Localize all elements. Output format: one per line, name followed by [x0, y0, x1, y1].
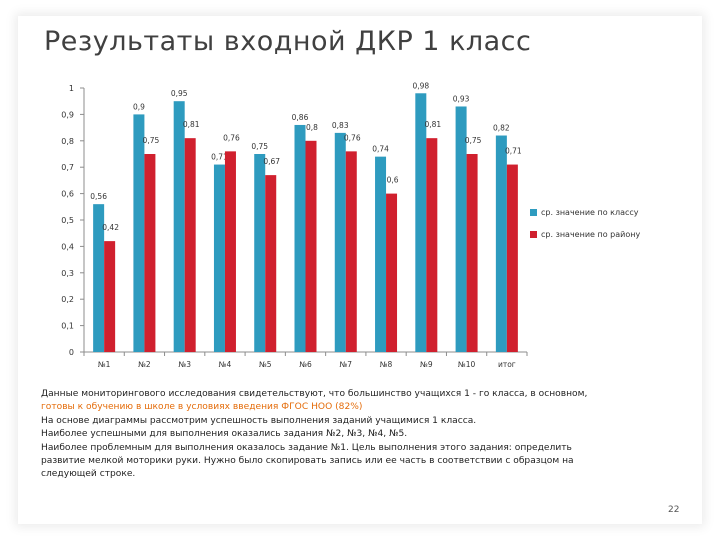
- bar-class: [415, 93, 427, 352]
- data-label: 0,75: [143, 136, 160, 145]
- x-tick-label: №10: [458, 360, 476, 369]
- slide-title: Результаты входной ДКР 1 класс: [44, 26, 532, 57]
- bar-class: [254, 154, 266, 352]
- text-line-5: развитие мелкой моторики руки. Нужно был…: [41, 456, 574, 467]
- bar-class: [133, 114, 145, 353]
- data-label: 0,76: [223, 133, 240, 142]
- x-tick-label: №1: [98, 360, 111, 369]
- data-label: 0,74: [372, 145, 389, 154]
- x-tick-label: №7: [339, 360, 352, 369]
- data-label: 0,71: [505, 147, 522, 156]
- data-label: 0,81: [424, 120, 441, 129]
- y-tick-label: 0,8: [61, 137, 74, 146]
- bar-class: [213, 164, 225, 352]
- x-tick-label: №8: [380, 360, 393, 369]
- x-tick-label: №4: [219, 360, 232, 369]
- bar-district: [506, 164, 518, 352]
- legend-swatch-class: [530, 209, 537, 216]
- data-label: 0,71: [211, 153, 228, 162]
- bar-class: [455, 106, 467, 352]
- x-tick-label: №9: [420, 360, 433, 369]
- slide-number: 22: [668, 505, 680, 515]
- data-label: 0,83: [332, 121, 349, 130]
- text-line-1: Данные мониторингового исследования свид…: [41, 389, 588, 399]
- text-line-3: Наиболее успешными для выполнения оказал…: [41, 429, 408, 440]
- bar-district: [144, 154, 156, 352]
- bar-class: [93, 204, 105, 352]
- y-tick-label: 0,1: [61, 322, 74, 331]
- data-label: 0,98: [412, 81, 429, 90]
- text-line-1-highlight: готовы к обучению в школе в условиях вве…: [41, 402, 363, 413]
- legend-swatch-district: [530, 231, 537, 238]
- bar-class: [495, 135, 507, 352]
- bar-district: [386, 193, 398, 352]
- bar-district: [466, 154, 478, 352]
- x-tick-label: №6: [299, 360, 312, 369]
- y-tick-label: 0: [69, 348, 74, 357]
- data-label: 0,8: [306, 123, 318, 132]
- slide-background: [18, 16, 702, 524]
- x-tick-label: №3: [178, 360, 191, 369]
- x-tick-label: итог: [498, 360, 516, 369]
- bar-class: [173, 101, 185, 352]
- data-label: 0,9: [133, 102, 145, 111]
- bar-district: [184, 138, 196, 352]
- data-label: 0,93: [453, 94, 470, 103]
- data-label: 0,42: [102, 223, 119, 232]
- data-label: 0,56: [90, 192, 107, 201]
- bar-district: [345, 151, 357, 352]
- y-tick-label: 0,6: [61, 190, 74, 199]
- bar-district: [426, 138, 438, 352]
- data-label: 0,6: [387, 176, 399, 185]
- y-tick-label: 1: [69, 84, 74, 93]
- text-line-4: Наиболее проблемным для выполнения оказа…: [41, 442, 572, 453]
- x-tick-label: №5: [259, 360, 272, 369]
- y-tick-label: 0,2: [61, 295, 74, 304]
- data-label: 0,67: [263, 157, 280, 166]
- data-label: 0,75: [465, 136, 482, 145]
- bar-district: [104, 241, 116, 352]
- description-text: Данные мониторингового исследования свид…: [41, 388, 681, 482]
- data-label: 0,86: [292, 113, 309, 122]
- text-line-2: На основе диаграммы рассмотрим успешност…: [41, 415, 477, 426]
- y-tick-label: 0,5: [61, 216, 74, 225]
- y-tick-label: 0,3: [61, 269, 74, 278]
- bar-class: [294, 124, 306, 353]
- text-line-6: следующей строке.: [41, 469, 136, 480]
- chart-legend: ср. значение по классу ср. значение по р…: [530, 208, 640, 252]
- x-tick-label: №2: [138, 360, 151, 369]
- legend-item-class: ср. значение по классу: [530, 208, 640, 217]
- data-label: 0,82: [493, 124, 510, 133]
- data-label: 0,95: [171, 89, 188, 98]
- bar-class: [334, 132, 346, 352]
- y-tick-label: 0,9: [61, 110, 74, 119]
- bar-district: [265, 175, 277, 352]
- bar-class: [375, 156, 387, 352]
- y-tick-label: 0,7: [61, 163, 74, 172]
- data-label: 0,81: [183, 120, 200, 129]
- y-tick-label: 0,4: [61, 242, 74, 251]
- data-label: 0,76: [344, 133, 361, 142]
- bar-district: [224, 151, 236, 352]
- bar-district: [305, 140, 317, 352]
- legend-item-district: ср. значение по району: [530, 230, 640, 239]
- legend-label-district: ср. значение по району: [541, 230, 641, 239]
- data-label: 0,75: [251, 142, 268, 151]
- legend-label-class: ср. значение по классу: [541, 208, 639, 217]
